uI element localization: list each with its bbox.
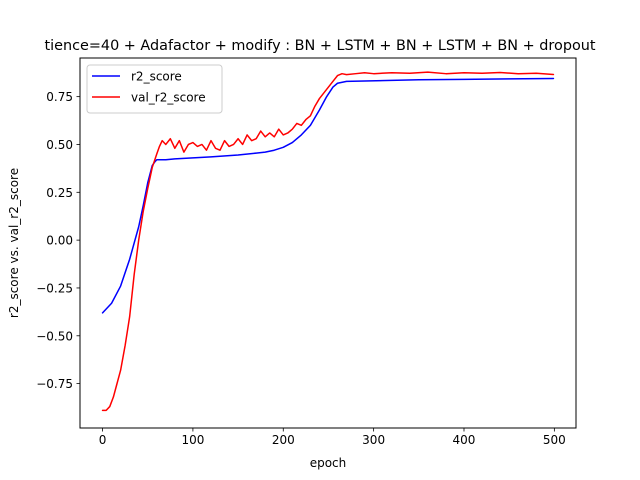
y-axis-label: r2_score vs. val_r2_score bbox=[7, 168, 21, 318]
x-tick-label: 0 bbox=[99, 433, 107, 447]
y-tick-label: −0.25 bbox=[36, 281, 73, 295]
y-tick-label: 0.50 bbox=[46, 138, 73, 152]
y-tick-label: 0.00 bbox=[46, 234, 73, 248]
y-axis: −0.75 −0.50 −0.25 0.00 0.25 0.50 0.75 bbox=[36, 90, 80, 391]
legend-box bbox=[86, 64, 223, 114]
y-tick-label: 0.25 bbox=[46, 186, 73, 200]
x-tick-label: 100 bbox=[181, 433, 204, 447]
x-tick-label: 200 bbox=[272, 433, 295, 447]
x-axis: 0 100 200 300 400 500 bbox=[99, 428, 566, 447]
legend: r2_score val_r2_score bbox=[86, 64, 223, 114]
y-tick-label: −0.50 bbox=[36, 329, 73, 343]
y-tick-label: −0.75 bbox=[36, 377, 73, 391]
series-layer bbox=[101, 71, 555, 412]
x-tick-label: 300 bbox=[362, 433, 385, 447]
series-line-val-r2-score bbox=[101, 71, 555, 412]
legend-label-r2-score: r2_score bbox=[131, 70, 182, 84]
legend-label-val-r2-score: val_r2_score bbox=[131, 91, 206, 105]
series-line-r2-score bbox=[101, 77, 555, 314]
x-axis-label: epoch bbox=[310, 456, 347, 470]
chart-title: tience=40 + Adafactor + modify : BN + LS… bbox=[44, 38, 595, 54]
axes-frame bbox=[79, 57, 577, 429]
y-tick-label: 0.75 bbox=[46, 90, 73, 104]
x-tick-label: 500 bbox=[543, 433, 566, 447]
x-tick-label: 400 bbox=[453, 433, 476, 447]
plot-area bbox=[79, 57, 577, 429]
